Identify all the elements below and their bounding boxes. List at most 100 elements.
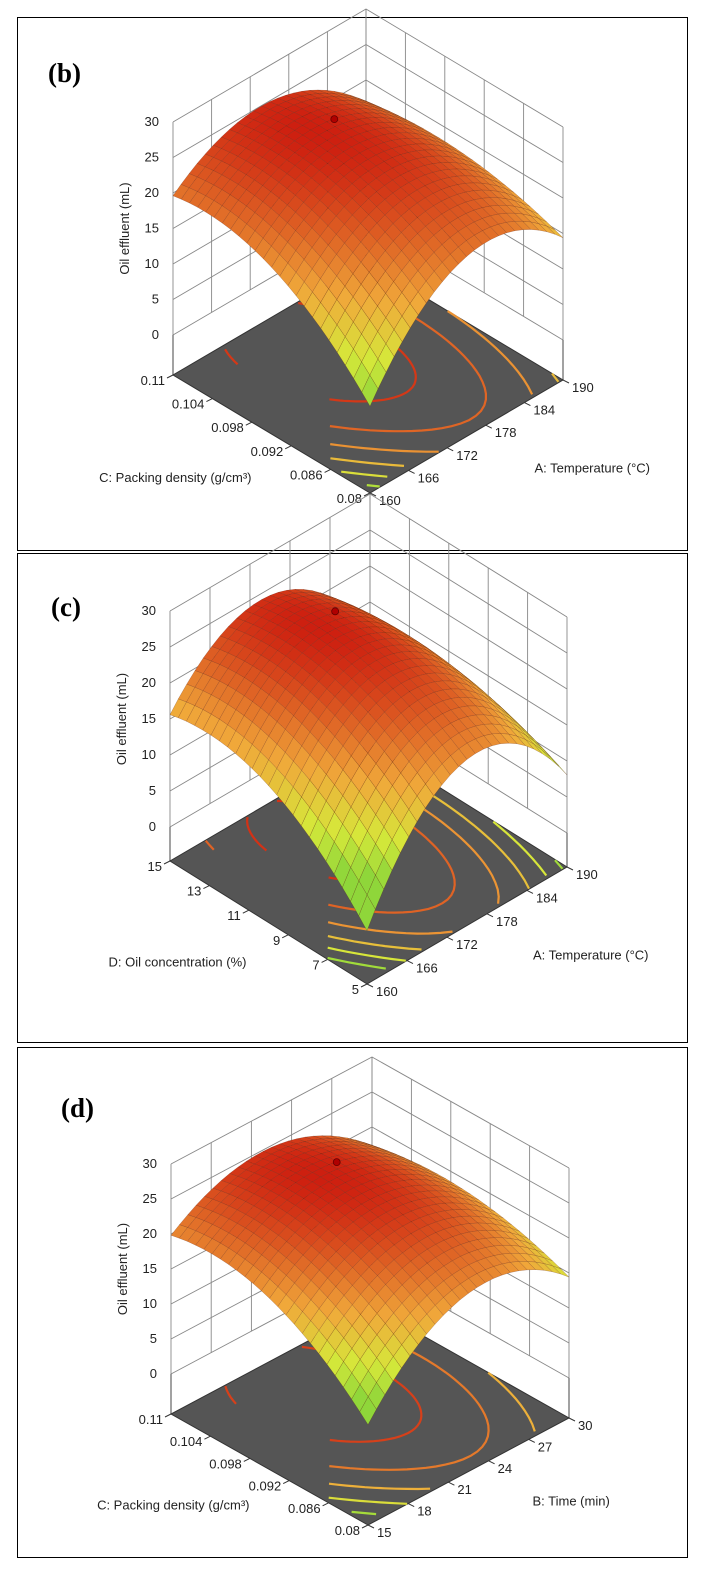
- left-axis-tick-label: 0.08: [335, 1523, 360, 1538]
- contour-line: [327, 956, 386, 970]
- left-axis-tick: [163, 860, 171, 865]
- contour-line: [204, 839, 215, 851]
- right-axis-tick: [485, 424, 493, 429]
- contour-line: [341, 470, 388, 478]
- z-tick-label: 25: [145, 150, 159, 165]
- left-axis-tick: [363, 492, 371, 497]
- surface-cell: [361, 374, 379, 407]
- z-tick-label: 5: [152, 292, 159, 307]
- right-axis-tick-label: 30: [578, 1418, 592, 1433]
- z-tick-label: 25: [142, 639, 156, 654]
- response-surface: [172, 89, 564, 407]
- right-axis-tick-label: 172: [456, 937, 478, 952]
- surface-cell: [358, 894, 376, 932]
- right-axis-tick-label: 24: [498, 1461, 512, 1476]
- z-tick-label: 25: [143, 1191, 157, 1206]
- left-axis-tick: [360, 983, 368, 988]
- contour-line: [447, 310, 534, 395]
- response-surface: [169, 589, 568, 932]
- z-axis-ticks: 0 5 10 15 20 25 30: [143, 1156, 157, 1381]
- right-axis-ticks: 160 166 172 178 184 190: [369, 379, 594, 508]
- left-axis-tick: [324, 468, 331, 473]
- chart-panel-d: (d) 0 5 10 15 20 25 30 Oil effluent (mL) 0.08 0.0…: [17, 1047, 688, 1558]
- right-axis-tick-label: 160: [379, 493, 401, 508]
- left-axis-tick-label: 0.092: [251, 444, 284, 459]
- right-axis-tick: [486, 913, 494, 918]
- right-axis-tick: [367, 1524, 375, 1529]
- response-surface: [170, 1135, 570, 1425]
- left-axis-tick: [203, 885, 210, 890]
- contour-line: [330, 457, 405, 467]
- z-tick-label: 30: [143, 1156, 157, 1171]
- left-axis-tick-label: 0.08: [337, 491, 362, 506]
- right-axis-tick: [406, 960, 414, 965]
- z-tick-label: 10: [143, 1296, 157, 1311]
- right-axis-tick: [488, 1460, 495, 1465]
- contour-line: [366, 484, 380, 488]
- left-axis-tick-label: 0.092: [249, 1479, 282, 1494]
- contour-line: [224, 348, 239, 366]
- right-axis-tick-label: 172: [456, 448, 478, 463]
- z-tick-label: 0: [150, 1366, 157, 1381]
- left-axis-tick: [321, 958, 328, 963]
- right-axis-label: B: Time (min): [533, 1494, 610, 1509]
- right-axis-tick: [568, 1417, 576, 1422]
- chart-panel-b: (b) 0 5 10 15 20 25 30 Oil effluent (mL) 0.08 0.0…: [17, 8, 688, 551]
- surface-cell: [359, 1396, 377, 1425]
- right-axis-tick: [526, 889, 534, 894]
- left-axis-label: C: Packing density (g/cm³): [99, 470, 251, 485]
- left-axis-tick: [245, 421, 253, 426]
- z-tick-label: 20: [143, 1226, 157, 1241]
- z-axis-label: Oil effluent (mL): [114, 673, 129, 765]
- left-axis-tick: [164, 1413, 172, 1418]
- design-point: [332, 1158, 341, 1167]
- right-axis-tick-label: 160: [376, 984, 398, 999]
- contour-line: [328, 1482, 431, 1491]
- right-axis-tick: [524, 402, 531, 407]
- panel-label-b: (b): [48, 58, 81, 88]
- right-axis-tick-label: 184: [536, 890, 558, 905]
- right-axis-tick-label: 184: [533, 403, 555, 418]
- contour-line: [554, 859, 564, 870]
- design-point: [330, 115, 339, 124]
- z-axis-ticks: 0 5 10 15 20 25 30: [142, 603, 156, 834]
- left-axis-tick-label: 0.098: [211, 420, 244, 435]
- z-tick-label: 10: [145, 256, 159, 271]
- right-axis-tick-label: 190: [572, 380, 594, 395]
- z-axis-label: Oil effluent (mL): [117, 182, 132, 274]
- right-axis-tick-label: 166: [416, 961, 438, 976]
- contour-line: [492, 820, 548, 877]
- left-axis-tick: [242, 909, 250, 914]
- left-axis-tick: [284, 445, 292, 450]
- right-axis-tick-label: 15: [377, 1525, 391, 1540]
- right-axis-tick: [369, 492, 377, 497]
- left-axis-tick-label: 0.11: [139, 1412, 163, 1427]
- left-axis-ticks: 0.08 0.086 0.092 0.098 0.104 0.11: [139, 1412, 369, 1538]
- right-axis-ticks: 15 18 21 24 27 30: [367, 1417, 592, 1540]
- left-axis-tick: [166, 374, 174, 379]
- left-axis-tick-label: 0.11: [141, 373, 165, 388]
- contour-line: [327, 946, 406, 962]
- chart-panel-c: (c) 0 5 10 15 20 25 30 Oil effluent (mL) 5 7 9 11 13…: [17, 493, 688, 1043]
- right-axis-tick-label: 21: [457, 1482, 471, 1497]
- z-axis-ticks: 0 5 10 15 20 25 30: [145, 114, 159, 342]
- left-axis-ticks: 5 7 9 11 13 15: [148, 859, 368, 997]
- left-axis-tick-label: 0.104: [170, 1434, 203, 1449]
- z-tick-label: 20: [145, 185, 159, 200]
- contour-line: [245, 816, 268, 852]
- right-axis-label: A: Temperature (°C): [533, 948, 649, 963]
- surface-cell: [533, 743, 551, 760]
- left-axis-tick-label: 0.104: [172, 397, 205, 412]
- contour-line: [328, 1496, 408, 1505]
- design-point: [331, 607, 340, 616]
- left-axis-ticks: 0.08 0.086 0.092 0.098 0.104 0.11: [141, 373, 371, 506]
- left-axis-tick-label: 0.086: [290, 467, 323, 482]
- left-axis-tick: [361, 1524, 369, 1529]
- left-axis-tick-label: 13: [187, 884, 201, 899]
- surface-cell: [541, 749, 559, 767]
- z-tick-label: 0: [152, 327, 159, 342]
- right-axis-tick: [407, 1503, 415, 1508]
- left-axis-label: C: Packing density (g/cm³): [97, 1498, 249, 1513]
- left-axis-tick: [204, 1435, 211, 1440]
